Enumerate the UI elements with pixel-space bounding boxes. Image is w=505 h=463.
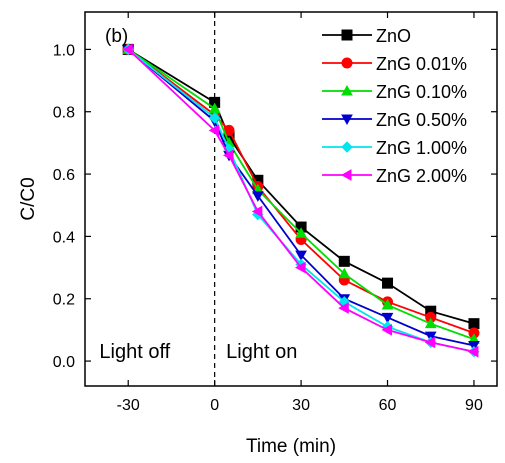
legend-marker — [341, 84, 353, 96]
x-tick-label: 0 — [210, 397, 219, 414]
legend-marker — [341, 141, 353, 153]
data-point — [382, 277, 394, 289]
y-tick-label: 0.2 — [53, 292, 75, 309]
data-point — [424, 336, 436, 349]
data-point — [295, 227, 307, 238]
legend: ZnO ZnG 0.01% ZnG 0.10% ZnG 0.50% ZnG 1.00% Z… — [322, 26, 467, 186]
data-point — [208, 124, 220, 137]
legend-label: ZnG 0.01% — [376, 54, 467, 74]
data-point — [338, 255, 350, 267]
x-axis-title: Time (min) — [246, 436, 336, 457]
data-point — [208, 112, 221, 124]
legend-entry: ZnO — [322, 26, 411, 46]
series-group — [122, 43, 479, 358]
y-tick-label: 0.4 — [53, 229, 75, 246]
legend-entry: ZnG 2.00% — [322, 166, 467, 186]
legend-marker — [340, 169, 352, 181]
y-tick-label: 1.0 — [53, 42, 75, 59]
data-point — [223, 149, 234, 162]
legend-entry: ZnG 0.01% — [322, 54, 467, 74]
data-point — [338, 302, 349, 314]
y-tick-label: 0.8 — [53, 105, 75, 122]
legend-entry: ZnG 1.00% — [322, 138, 467, 158]
data-point — [381, 312, 394, 324]
legend-entry: ZnG 0.50% — [322, 110, 467, 130]
data-point — [468, 340, 480, 352]
data-point — [251, 205, 263, 218]
light-on-annotation: Light on — [226, 341, 297, 363]
data-point — [468, 318, 480, 330]
legend-label: ZnG 0.50% — [376, 110, 467, 130]
data-point — [381, 298, 394, 310]
data-point — [467, 345, 479, 358]
data-point — [424, 331, 437, 343]
legend-marker — [341, 29, 353, 41]
x-tick-label: 30 — [292, 397, 310, 414]
data-point — [338, 267, 351, 279]
data-point — [295, 250, 307, 262]
legend-label: ZnG 2.00% — [376, 166, 467, 186]
legend-label: ZnO — [376, 26, 411, 46]
series-layer — [122, 43, 480, 358]
legend-entry: ZnG 0.10% — [322, 82, 467, 102]
legend-label: ZnG 1.00% — [376, 138, 467, 158]
x-tick-label: 90 — [465, 397, 483, 414]
y-tick-label: 0.6 — [53, 167, 75, 184]
data-point — [295, 261, 306, 274]
x-axis-ticks: -30 0 30 60 90 — [117, 12, 483, 414]
y-axis-title: C/C0 — [18, 177, 39, 220]
x-tick-label: -30 — [117, 397, 140, 414]
y-tick-label: 0.0 — [53, 354, 75, 371]
data-point — [252, 191, 264, 202]
y-axis-ticks: 0.0 0.2 0.4 0.6 0.8 1.0 — [53, 42, 497, 371]
panel-label: (b) — [105, 26, 128, 47]
plot-frame — [84, 11, 498, 387]
legend-marker — [341, 114, 353, 126]
data-point — [122, 43, 133, 56]
data-point — [424, 317, 437, 329]
legend-label: ZnG 0.10% — [376, 82, 467, 102]
light-off-annotation: Light off — [99, 341, 170, 363]
data-point — [381, 324, 393, 336]
legend-marker — [341, 57, 353, 69]
x-tick-label: 60 — [379, 397, 397, 414]
